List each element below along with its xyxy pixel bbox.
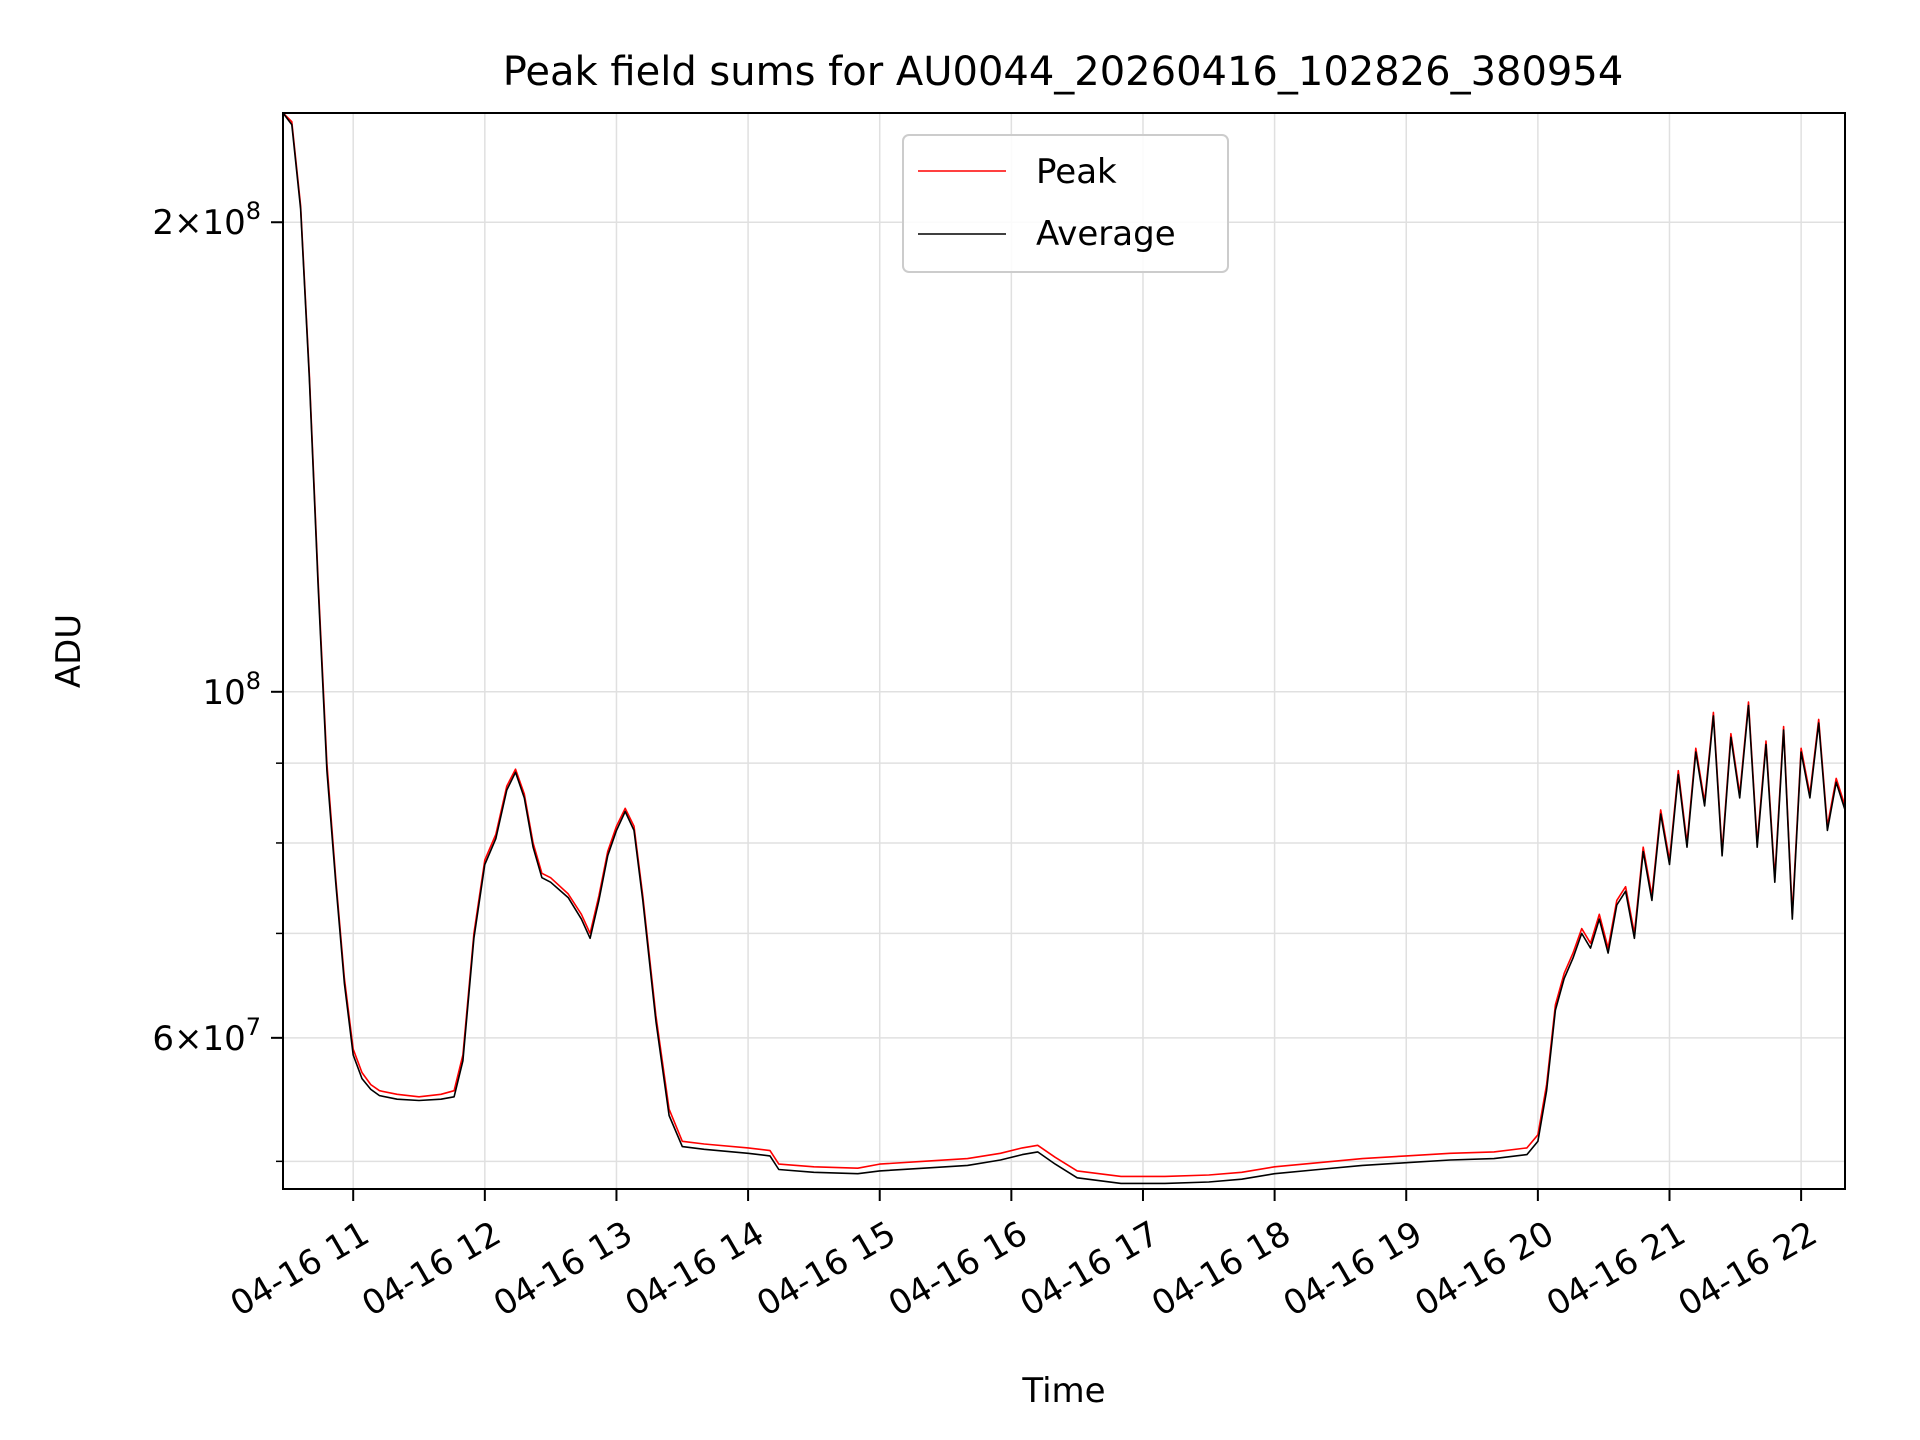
legend: Peak Average (902, 134, 1229, 273)
y-tick-label: 6×107 (152, 1013, 261, 1059)
x-axis-label: Time (1021, 1371, 1105, 1411)
y-tick-label: 108 (202, 667, 261, 713)
grid-layer (283, 113, 1845, 1189)
series-average-line (282, 112, 1846, 1185)
legend-peak-label: Peak (1036, 152, 1117, 192)
y-tick-label: 2×108 (152, 197, 261, 243)
y-axis-label: ADU (49, 614, 89, 688)
chart-title: Peak field sums for AU0044_20260416_1028… (503, 49, 1624, 95)
plot-frame (282, 112, 1846, 1190)
legend-box (902, 134, 1229, 273)
y-axis: 6×107 108 2×108 (152, 197, 283, 1163)
series-layer (282, 112, 1846, 1185)
legend-average-label: Average (1036, 214, 1176, 254)
